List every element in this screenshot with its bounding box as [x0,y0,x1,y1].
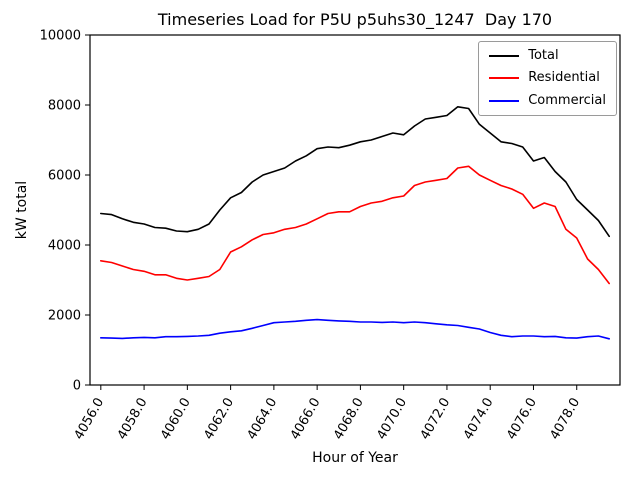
x-tick-label: 4056.0 [72,396,108,443]
x-tick-label: 4076.0 [504,396,540,443]
legend-line-swatch-total [489,55,520,58]
x-tick-label: 4064.0 [245,396,281,443]
series-line-total [100,106,611,238]
legend-entry-total: Total [489,48,606,63]
chart-title: Timeseries Load for P5U p5uhs30_1247 Day… [157,10,553,29]
y-tick-label: 8000 [48,99,81,114]
x-axis-label: Hour of Year [312,450,398,466]
x-tick-label: 4078.0 [547,396,583,443]
y-axis-label: kW total [14,180,30,240]
legend-label-commercial: Commercial [528,92,606,108]
x-tick-label: 4068.0 [331,396,367,443]
legend-line-swatch-commercial [489,99,520,102]
x-tick-label: 4058.0 [115,396,151,443]
x-tick-label: 4060.0 [158,396,194,443]
y-tick-label: 4000 [48,239,81,254]
plot-border [89,34,621,386]
x-tick-label: 4062.0 [201,396,237,443]
x-tick-label: 4072.0 [418,396,454,443]
x-tick-label: 4070.0 [374,396,410,443]
legend: Total Residential Commercial [478,41,617,116]
x-tick-label: 4066.0 [288,396,324,443]
legend-entry-commercial: Commercial [489,92,606,108]
legend-entry-residential: Residential [489,70,606,86]
y-tick-label: 0 [73,379,81,394]
series-line-residential [100,165,611,285]
y-tick-label: 2000 [48,309,81,324]
x-tick-label: 4074.0 [461,396,497,443]
y-tick-label: 6000 [48,169,81,184]
legend-label-total: Total [528,48,559,63]
series-line-commercial [100,318,611,340]
legend-line-swatch-residential [489,77,520,80]
legend-label-residential: Residential [528,70,600,86]
y-tick-label: 10000 [40,29,81,44]
